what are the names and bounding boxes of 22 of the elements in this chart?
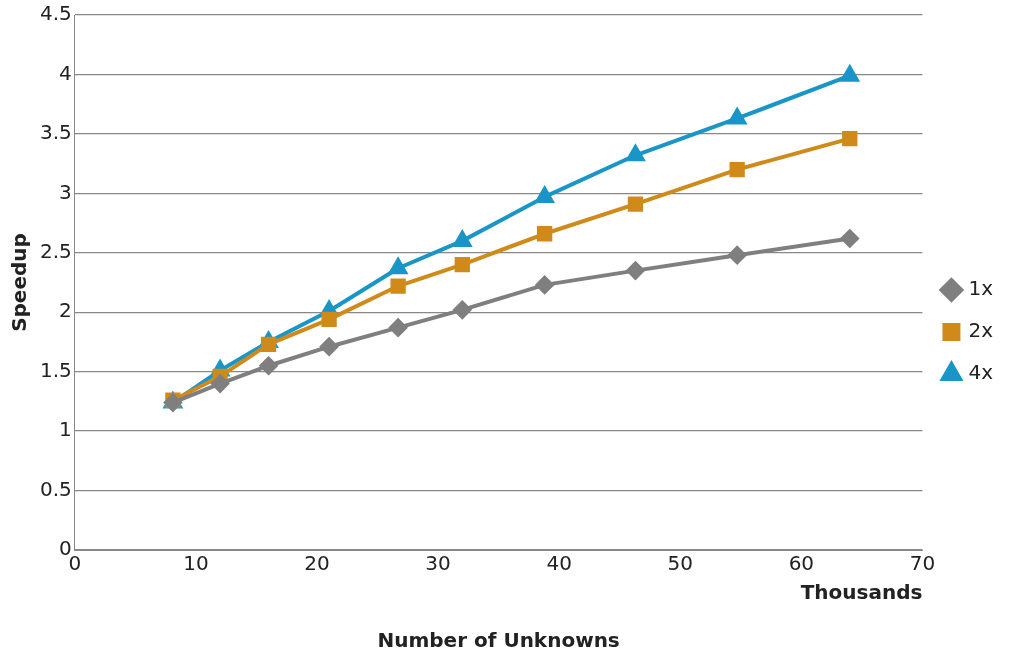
x-tick-label: 60 (788, 551, 815, 576)
y-tick-label: 1 (59, 417, 72, 442)
text: Thousands (800, 580, 923, 605)
y-tick-label: 4.5 (39, 1, 72, 26)
legend-label: 2x (968, 318, 994, 343)
y-tick-label: 1.5 (39, 357, 72, 382)
legend-label: 1x (968, 276, 994, 301)
y-axis-title: Speedup (7, 233, 32, 332)
y-tick-label: 3 (59, 179, 72, 204)
y-tick-label: 2.5 (39, 238, 72, 263)
x-tick-label: 40 (546, 551, 572, 576)
x-tick-label: 30 (425, 551, 451, 576)
y-tick-label: 0.5 (39, 476, 72, 501)
y-tick-label: 3.5 (39, 120, 72, 145)
y-tick-label: 2 (59, 298, 72, 323)
x-tick-label: 20 (304, 551, 330, 576)
x-tick-label: 70 (909, 551, 936, 576)
legend-label: 4x (968, 360, 994, 385)
x-tick-label: 50 (667, 551, 693, 576)
x-tick-label: 10 (183, 551, 209, 576)
y-tick-label: 4 (59, 60, 72, 85)
x-axis-title: Number of Unknowns (377, 628, 620, 653)
